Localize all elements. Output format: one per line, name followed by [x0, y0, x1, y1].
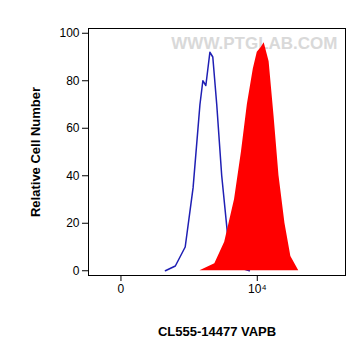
svg-text:WWW.PTGLAB.COM: WWW.PTGLAB.COM — [171, 34, 337, 53]
svg-text:10⁴: 10⁴ — [248, 282, 267, 296]
svg-text:80: 80 — [66, 74, 80, 88]
svg-text:40: 40 — [66, 169, 80, 183]
svg-text:CL555-14477 VAPB: CL555-14477 VAPB — [158, 324, 276, 339]
svg-text:0: 0 — [73, 264, 80, 278]
svg-text:60: 60 — [66, 121, 80, 135]
svg-text:100: 100 — [59, 26, 79, 40]
svg-text:0: 0 — [118, 282, 125, 296]
svg-text:Relative Cell Number: Relative Cell Number — [28, 87, 43, 217]
svg-text:20: 20 — [66, 216, 80, 230]
